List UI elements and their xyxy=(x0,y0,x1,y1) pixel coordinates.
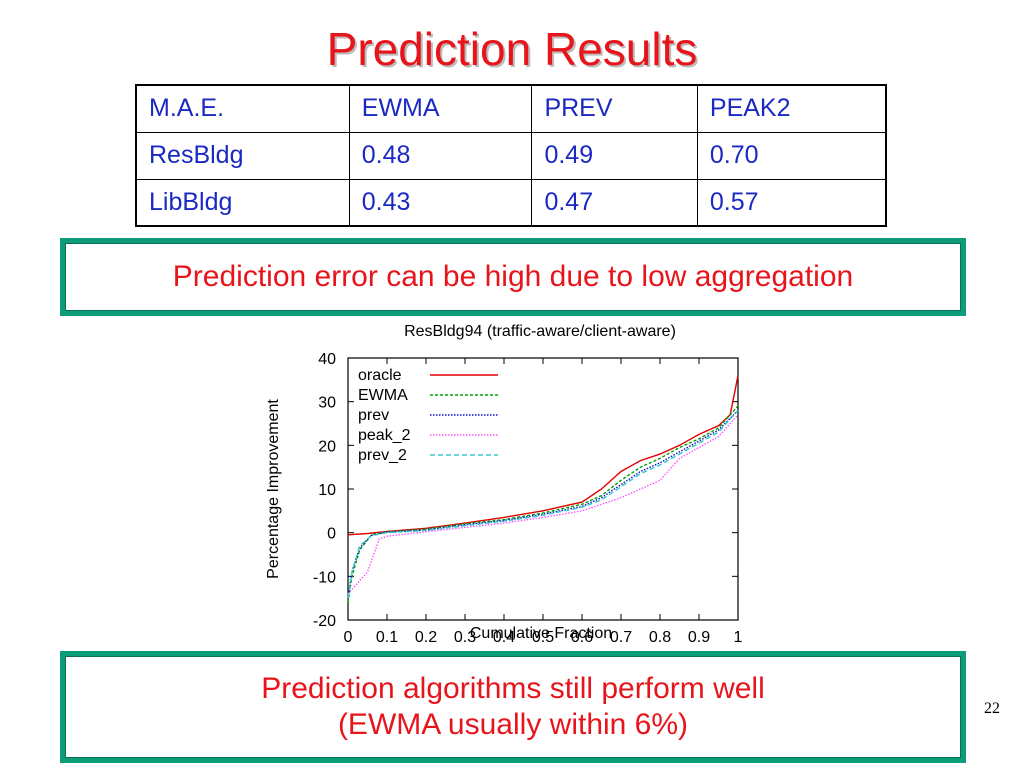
x-tick-label: 0.5 xyxy=(532,629,554,646)
table-header-cell: PREV xyxy=(531,84,698,133)
table-header-cell: M.A.E. xyxy=(135,84,350,133)
legend-label: prev_2 xyxy=(358,447,407,464)
table-cell: ResBldg xyxy=(135,131,350,180)
table-header-row: M.A.E. EWMA PREV PEAK2 xyxy=(135,84,887,133)
y-tick-label: 20 xyxy=(318,438,336,455)
x-tick-label: 0.3 xyxy=(454,629,476,646)
chart-title: ResBldg94 (traffic-aware/client-aware) xyxy=(404,323,676,340)
x-tick-label: 0.8 xyxy=(649,629,671,646)
x-tick-label: 0.2 xyxy=(415,629,437,646)
x-axis-label: Cumulative Fraction xyxy=(470,625,612,642)
series-line-peak-2 xyxy=(347,414,739,595)
y-tick-label: 40 xyxy=(318,351,336,368)
y-tick-label: 30 xyxy=(318,395,336,412)
bottom-callout-line2: (EWMA usually within 6%) xyxy=(337,708,689,741)
bottom-callout: Prediction algorithms still perform well… xyxy=(60,651,966,763)
legend-label: prev xyxy=(358,407,389,424)
slide-title: Prediction Results xyxy=(326,23,698,75)
y-tick-label: 0 xyxy=(327,526,336,543)
x-tick-label: 0.6 xyxy=(571,629,593,646)
table-cell: 0.48 xyxy=(348,131,533,180)
table-row: ResBldg 0.48 0.49 0.70 xyxy=(135,131,887,180)
series-line-ewma xyxy=(347,405,739,603)
table-header-cell: PEAK2 xyxy=(696,84,887,133)
table-row: LibBldg 0.43 0.47 0.57 xyxy=(135,178,887,227)
mae-table: M.A.E. EWMA PREV PEAK2 ResBldg 0.48 0.49… xyxy=(135,84,887,227)
x-tick-label: 0.9 xyxy=(688,629,710,646)
series-line-oracle xyxy=(347,375,739,536)
bottom-callout-line1: Prediction algorithms still perform well xyxy=(261,672,765,705)
bottom-callout-inner: Prediction algorithms still perform well… xyxy=(65,656,961,758)
table-cell: 0.70 xyxy=(696,131,887,180)
legend-label: peak_2 xyxy=(358,427,411,444)
x-tick-label: 1 xyxy=(734,629,743,646)
x-tick-label: 0.1 xyxy=(376,629,398,646)
x-axis: 0 0.1 0.2 0.3 0.4 0.5 0.6 0.7 0.8 0.9 1 xyxy=(344,358,743,646)
series-line-prev-2 xyxy=(347,409,739,599)
y-tick-label: 10 xyxy=(318,482,336,499)
table-cell: 0.43 xyxy=(348,178,533,227)
y-tick-label: -10 xyxy=(313,569,336,586)
series-lines xyxy=(347,375,739,603)
slide-number: 22 xyxy=(984,700,1000,717)
table-cell: 0.49 xyxy=(531,131,698,180)
top-callout: Prediction error can be high due to low … xyxy=(60,238,966,316)
top-callout-text: Prediction error can be high due to low … xyxy=(172,260,854,293)
legend: oracle EWMA prev peak_2 prev_2 xyxy=(358,367,498,464)
x-tick-label: 0.7 xyxy=(610,629,632,646)
line-chart: ResBldg94 (traffic-aware/client-aware) -… xyxy=(265,323,743,646)
legend-label: EWMA xyxy=(358,387,408,404)
y-tick-label: -20 xyxy=(313,613,336,630)
table-cell: 0.57 xyxy=(696,178,887,227)
table-cell: 0.47 xyxy=(531,178,698,227)
y-axis: -20 -10 0 10 20 30 40 xyxy=(313,351,738,630)
y-axis-label: Percentage Improvement xyxy=(265,399,282,579)
legend-label: oracle xyxy=(358,367,402,384)
x-tick-label: 0 xyxy=(344,629,353,646)
table-cell: LibBldg xyxy=(135,178,350,227)
top-callout-inner: Prediction error can be high due to low … xyxy=(65,243,961,311)
table-header-cell: EWMA xyxy=(348,84,533,133)
x-tick-label: 0.4 xyxy=(493,629,515,646)
